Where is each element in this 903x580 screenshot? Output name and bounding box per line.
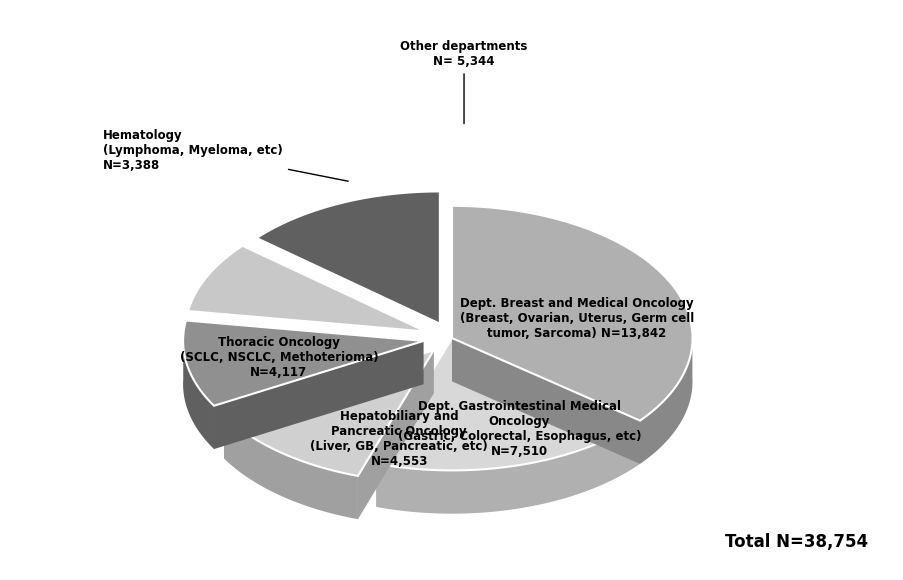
Polygon shape — [224, 350, 433, 476]
Text: Hepatobiliary and
Pancreatic Oncology
(Liver, GB, Pancreatic, etc)
N=4,553: Hepatobiliary and Pancreatic Oncology (L… — [310, 410, 488, 468]
Polygon shape — [224, 350, 433, 459]
Text: Thoracic Oncology
(SCLC, NSCLC, Methoterioma)
N=4,117: Thoracic Oncology (SCLC, NSCLC, Methoter… — [180, 336, 377, 379]
Polygon shape — [188, 246, 425, 332]
Text: Hematology
(Lymphoma, Myeloma, etc)
N=3,388: Hematology (Lymphoma, Myeloma, etc) N=3,… — [103, 129, 348, 181]
Polygon shape — [214, 341, 424, 449]
Polygon shape — [224, 415, 358, 519]
Text: Dept. Breast and Medical Oncology
(Breast, Ovarian, Uterus, Germ cell
tumor, Sar: Dept. Breast and Medical Oncology (Breas… — [460, 298, 694, 340]
Text: Other departments
N= 5,344: Other departments N= 5,344 — [400, 40, 527, 124]
Polygon shape — [256, 191, 440, 324]
Polygon shape — [639, 334, 692, 464]
Polygon shape — [452, 338, 639, 464]
Text: Dept. Gastrointestinal Medical
Oncology
(Gastric, Colorectal, Esophagus, etc)
N=: Dept. Gastrointestinal Medical Oncology … — [397, 401, 640, 459]
Polygon shape — [376, 338, 452, 507]
Polygon shape — [376, 338, 639, 470]
Polygon shape — [452, 338, 639, 464]
Polygon shape — [452, 206, 692, 420]
Polygon shape — [183, 336, 214, 449]
Polygon shape — [376, 420, 639, 514]
Text: Total N=38,754: Total N=38,754 — [724, 533, 867, 551]
Polygon shape — [358, 350, 433, 519]
Polygon shape — [183, 321, 424, 406]
